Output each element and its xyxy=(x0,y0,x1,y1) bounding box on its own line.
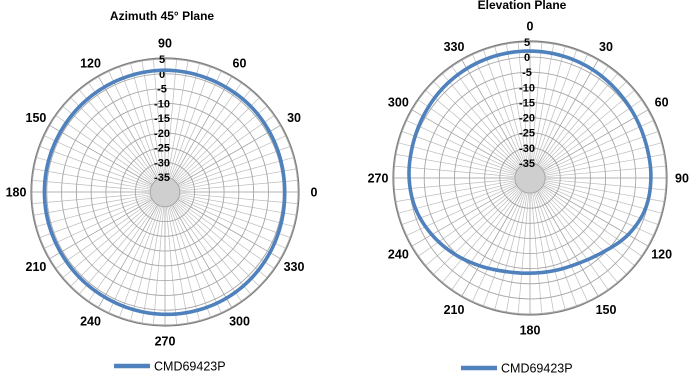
angle-tick-label: 60 xyxy=(233,56,247,70)
angle-tick-label: 30 xyxy=(287,111,301,125)
angle-tick-label: 180 xyxy=(520,324,541,338)
angle-tick-label: 330 xyxy=(444,40,465,54)
polar-ring xyxy=(393,41,667,315)
radial-tick-label: -15 xyxy=(154,113,170,125)
polar-ring xyxy=(453,101,607,255)
legend-label: CMD69423P xyxy=(154,360,226,374)
radial-tick-label: 0 xyxy=(159,69,165,81)
polar-ring xyxy=(469,117,591,239)
radial-tick-label: 0 xyxy=(524,52,530,64)
angle-tick-label: 270 xyxy=(368,172,389,186)
angle-tick-label: 60 xyxy=(655,96,669,110)
series-line xyxy=(42,68,287,317)
radial-tick-label: 5 xyxy=(524,37,530,49)
polar-ring xyxy=(423,71,637,285)
angle-tick-label: 120 xyxy=(651,248,672,262)
angle-tick-label: 210 xyxy=(444,303,465,317)
polar-ring xyxy=(484,132,576,224)
polar-ring xyxy=(105,132,225,252)
polar-ring xyxy=(120,147,210,237)
polar-ring xyxy=(438,86,622,270)
radial-tick-label: -5 xyxy=(157,84,167,96)
angle-tick-label: 180 xyxy=(6,186,27,200)
radial-tick-label: 5 xyxy=(159,54,165,66)
polar-ring xyxy=(514,162,546,194)
angle-tick-label: 210 xyxy=(26,260,47,274)
radial-tick-label: -30 xyxy=(519,143,535,155)
polar-ring xyxy=(61,88,269,296)
radial-tick-label: -35 xyxy=(519,158,535,170)
angle-tick-label: 90 xyxy=(158,37,172,51)
azimuth-chart: Azimuth 45° Plane 5 0 -5 -10 -15 -20 -25 -30 -35 0… xyxy=(6,9,318,374)
angle-tick-label: 270 xyxy=(155,335,176,349)
radial-tick-label: -30 xyxy=(154,157,170,169)
polar-ring xyxy=(499,147,561,209)
polar-ring xyxy=(31,58,299,326)
radial-tick-label: -25 xyxy=(519,128,535,140)
radial-tick-label: -20 xyxy=(519,113,535,125)
angle-tick-label: 300 xyxy=(229,315,250,329)
polar-ring xyxy=(75,102,255,282)
angle-tick-label: 300 xyxy=(388,96,409,110)
polar-ring xyxy=(149,176,181,208)
angle-tick-label: 330 xyxy=(284,260,305,274)
radial-tick-label: -25 xyxy=(154,143,170,155)
elevation-chart: Elevation Plane 5 0 -5 -10 -15 -20 -25 -30 -35 0 30… xyxy=(368,0,689,376)
radial-tick-label: -15 xyxy=(519,97,535,109)
angle-tick-label: 0 xyxy=(527,20,534,34)
angle-tick-label: 150 xyxy=(596,303,617,317)
angle-tick-label: 120 xyxy=(80,56,101,70)
legend-label: CMD69423P xyxy=(501,362,573,376)
series-line xyxy=(407,49,653,276)
chart-title: Elevation Plane xyxy=(478,0,567,12)
polar-ring xyxy=(134,161,196,223)
polar-outer-ring xyxy=(392,40,668,316)
radial-tick-label: -20 xyxy=(154,128,170,140)
angle-tick-label: 240 xyxy=(80,315,101,329)
angle-tick-label: 0 xyxy=(311,186,318,200)
radial-tick-label: -10 xyxy=(519,82,535,94)
radial-tick-label: -10 xyxy=(154,98,170,110)
angle-tick-label: 150 xyxy=(26,111,47,125)
polar-outer-ring xyxy=(30,57,300,327)
radial-tick-label: -5 xyxy=(522,67,532,79)
angle-tick-label: 30 xyxy=(599,40,613,54)
angle-tick-label: 90 xyxy=(675,172,689,186)
angle-tick-label: 240 xyxy=(388,248,409,262)
polar-ring xyxy=(90,117,240,267)
radial-tick-label: -35 xyxy=(154,172,170,184)
chart-title: Azimuth 45° Plane xyxy=(110,9,214,23)
